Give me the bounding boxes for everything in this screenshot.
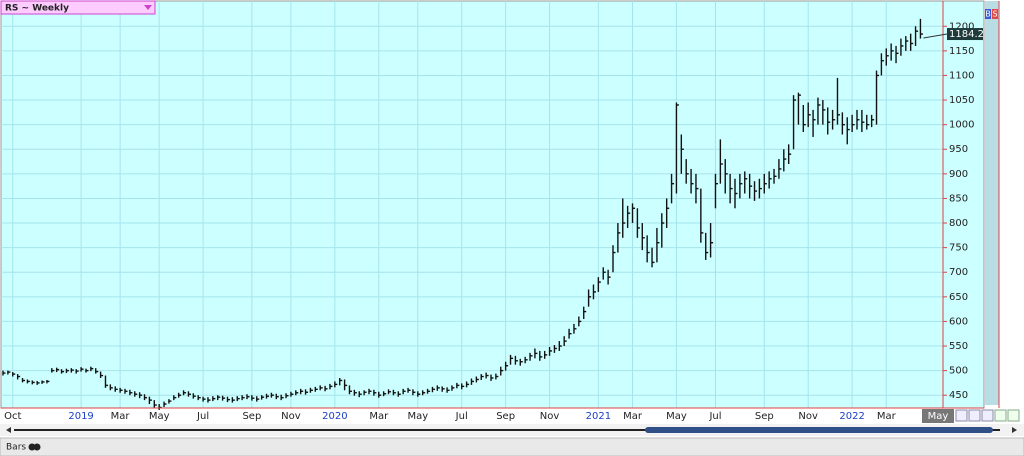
y-tick-label: 950 xyxy=(949,144,968,155)
x-tick-label: Jul xyxy=(455,411,468,422)
x-tick-label: Nov xyxy=(540,411,560,422)
x-tick-label: May xyxy=(666,411,687,422)
scroll-thumb[interactable] xyxy=(645,427,993,433)
x-tick-label: Sep xyxy=(242,411,261,422)
sell-label: S xyxy=(992,10,997,19)
side-strip xyxy=(985,1,999,405)
x-tick-label: Mar xyxy=(369,411,389,422)
y-tick-label: 700 xyxy=(949,267,968,278)
y-tick-label: 1200 xyxy=(949,21,974,32)
y-tick-label: 900 xyxy=(949,169,968,180)
y-tick-label: 650 xyxy=(949,292,968,303)
x-tick-label: 2019 xyxy=(68,411,93,422)
x-tick-label: 2022 xyxy=(839,411,864,422)
link-icon[interactable] xyxy=(33,443,41,451)
x-tick-label: 2020 xyxy=(322,411,347,422)
x-tick-label: Mar xyxy=(877,411,897,422)
y-tick-label: 750 xyxy=(949,243,968,254)
symbol-box[interactable]: RS ~ Weekly xyxy=(0,0,156,15)
x-tick-label: 2021 xyxy=(586,411,611,422)
last-price-label: 1184.2 xyxy=(949,29,984,40)
y-tick-label: 800 xyxy=(949,218,968,229)
cursor-box xyxy=(922,409,954,423)
y-tick-label: 1100 xyxy=(949,70,974,81)
symbol-title: RS ~ Weekly xyxy=(5,4,69,14)
x-tick-label: Mar xyxy=(111,411,131,422)
link-icon[interactable] xyxy=(28,443,36,451)
y-tick-label: 450 xyxy=(949,390,968,401)
zoom-button[interactable] xyxy=(955,409,968,422)
dropdown-arrow[interactable] xyxy=(144,5,152,10)
y-tick-label: 600 xyxy=(949,316,968,327)
plot-area xyxy=(0,0,985,409)
y-tick-label: 850 xyxy=(949,193,968,204)
x-tick-label: Jul xyxy=(196,411,209,422)
y-tick-label: 1050 xyxy=(949,95,974,106)
sell-button[interactable] xyxy=(992,9,998,19)
buy-button[interactable] xyxy=(985,9,991,19)
scroll-right[interactable] xyxy=(1012,427,1017,433)
y-tick-label: 550 xyxy=(949,341,968,352)
scroll-left[interactable] xyxy=(6,427,11,433)
x-tick-label: Nov xyxy=(798,411,818,422)
symbol-box-bg[interactable] xyxy=(0,0,156,15)
zoom-buttons[interactable] xyxy=(955,409,1020,422)
grid xyxy=(1,1,947,408)
x-tick-label: Oct xyxy=(4,411,21,422)
zoom-button[interactable] xyxy=(994,409,1007,422)
x-tick-label: Jul xyxy=(708,411,721,422)
x-tick-label: Nov xyxy=(281,411,301,422)
cursor-label: May xyxy=(928,411,949,422)
x-tick-label: May xyxy=(407,411,428,422)
x-tick-label: Sep xyxy=(755,411,774,422)
footer xyxy=(0,437,1024,456)
y-tick-label: 1000 xyxy=(949,120,974,131)
y-tick-label: 1150 xyxy=(949,46,974,57)
x-tick-label: Mar xyxy=(623,411,643,422)
zoom-button[interactable] xyxy=(968,409,981,422)
y-tick-label: 500 xyxy=(949,366,968,377)
x-tick-label: May xyxy=(149,411,170,422)
x-tick-label: Sep xyxy=(496,411,515,422)
footer-label: Bars xyxy=(6,443,26,453)
zoom-button[interactable] xyxy=(1007,409,1020,422)
buy-label: B xyxy=(985,10,991,19)
zoom-button[interactable] xyxy=(981,409,994,422)
bars xyxy=(2,18,923,410)
last-price-pointer xyxy=(923,33,948,39)
buy-sell[interactable]: B S xyxy=(985,9,998,19)
scrollbar[interactable] xyxy=(0,424,1024,436)
last-price-box xyxy=(947,28,983,41)
